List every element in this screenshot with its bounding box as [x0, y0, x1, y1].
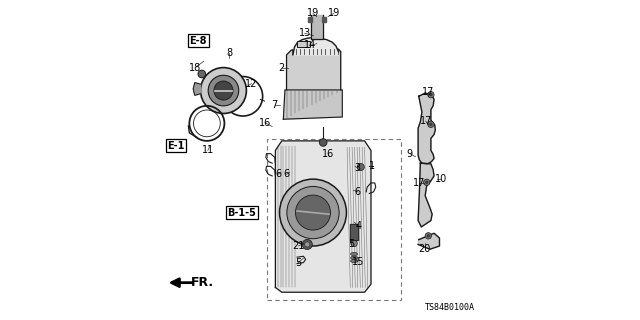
Text: 1: 1: [369, 161, 374, 172]
Text: TS84B0100A: TS84B0100A: [424, 303, 474, 312]
Text: 4: 4: [355, 221, 362, 231]
Circle shape: [198, 70, 205, 78]
Text: 7: 7: [271, 100, 278, 110]
Polygon shape: [293, 37, 339, 55]
Circle shape: [305, 242, 310, 247]
Circle shape: [429, 123, 432, 125]
Circle shape: [214, 81, 233, 100]
Text: 6: 6: [284, 169, 290, 179]
Text: 8: 8: [226, 48, 232, 58]
Text: 16: 16: [259, 118, 271, 128]
FancyBboxPatch shape: [297, 41, 310, 47]
Text: 12: 12: [245, 78, 258, 89]
Text: 17: 17: [413, 178, 426, 188]
Text: FR.: FR.: [191, 276, 214, 289]
Text: 9: 9: [407, 148, 413, 159]
Text: 5: 5: [295, 258, 301, 268]
Circle shape: [426, 181, 428, 184]
Circle shape: [357, 164, 364, 171]
Polygon shape: [308, 17, 312, 22]
Circle shape: [200, 68, 246, 114]
Text: 14: 14: [303, 40, 316, 50]
Text: E-1: E-1: [167, 141, 185, 151]
Circle shape: [351, 240, 357, 247]
Text: 5: 5: [348, 239, 355, 249]
Ellipse shape: [351, 260, 358, 263]
Polygon shape: [418, 233, 440, 249]
Polygon shape: [311, 15, 323, 39]
Text: 21: 21: [292, 241, 305, 251]
Text: 17: 17: [422, 87, 435, 98]
Ellipse shape: [351, 252, 358, 256]
Circle shape: [287, 187, 339, 239]
Text: 13: 13: [299, 28, 311, 38]
Text: 20: 20: [419, 244, 431, 253]
Text: 15: 15: [352, 257, 364, 267]
Circle shape: [427, 235, 429, 237]
Text: 11: 11: [202, 146, 214, 156]
Ellipse shape: [351, 256, 358, 260]
Polygon shape: [418, 163, 434, 227]
Text: 19: 19: [328, 8, 340, 19]
Polygon shape: [322, 17, 326, 22]
Circle shape: [429, 93, 432, 96]
Circle shape: [280, 179, 346, 246]
Text: 19: 19: [307, 8, 319, 19]
Text: B-1-5: B-1-5: [227, 208, 257, 218]
Circle shape: [319, 139, 327, 146]
Polygon shape: [287, 49, 340, 90]
Bar: [268, 139, 401, 300]
Circle shape: [208, 75, 239, 106]
Circle shape: [428, 121, 434, 127]
Polygon shape: [193, 83, 200, 95]
Circle shape: [428, 92, 434, 98]
Polygon shape: [284, 90, 342, 119]
Text: 6: 6: [355, 187, 361, 197]
Text: 16: 16: [322, 148, 334, 159]
Circle shape: [424, 179, 430, 186]
Circle shape: [296, 195, 330, 230]
Circle shape: [302, 239, 312, 250]
Polygon shape: [275, 141, 371, 292]
Circle shape: [425, 233, 431, 239]
Text: 6: 6: [275, 169, 281, 179]
Text: E-8: E-8: [189, 36, 207, 45]
Text: 2: 2: [278, 63, 285, 73]
Text: 17: 17: [420, 116, 432, 126]
Polygon shape: [350, 224, 358, 240]
Polygon shape: [418, 93, 435, 164]
Text: 10: 10: [435, 174, 447, 184]
Text: 3: 3: [355, 163, 361, 173]
Text: 18: 18: [189, 63, 201, 73]
